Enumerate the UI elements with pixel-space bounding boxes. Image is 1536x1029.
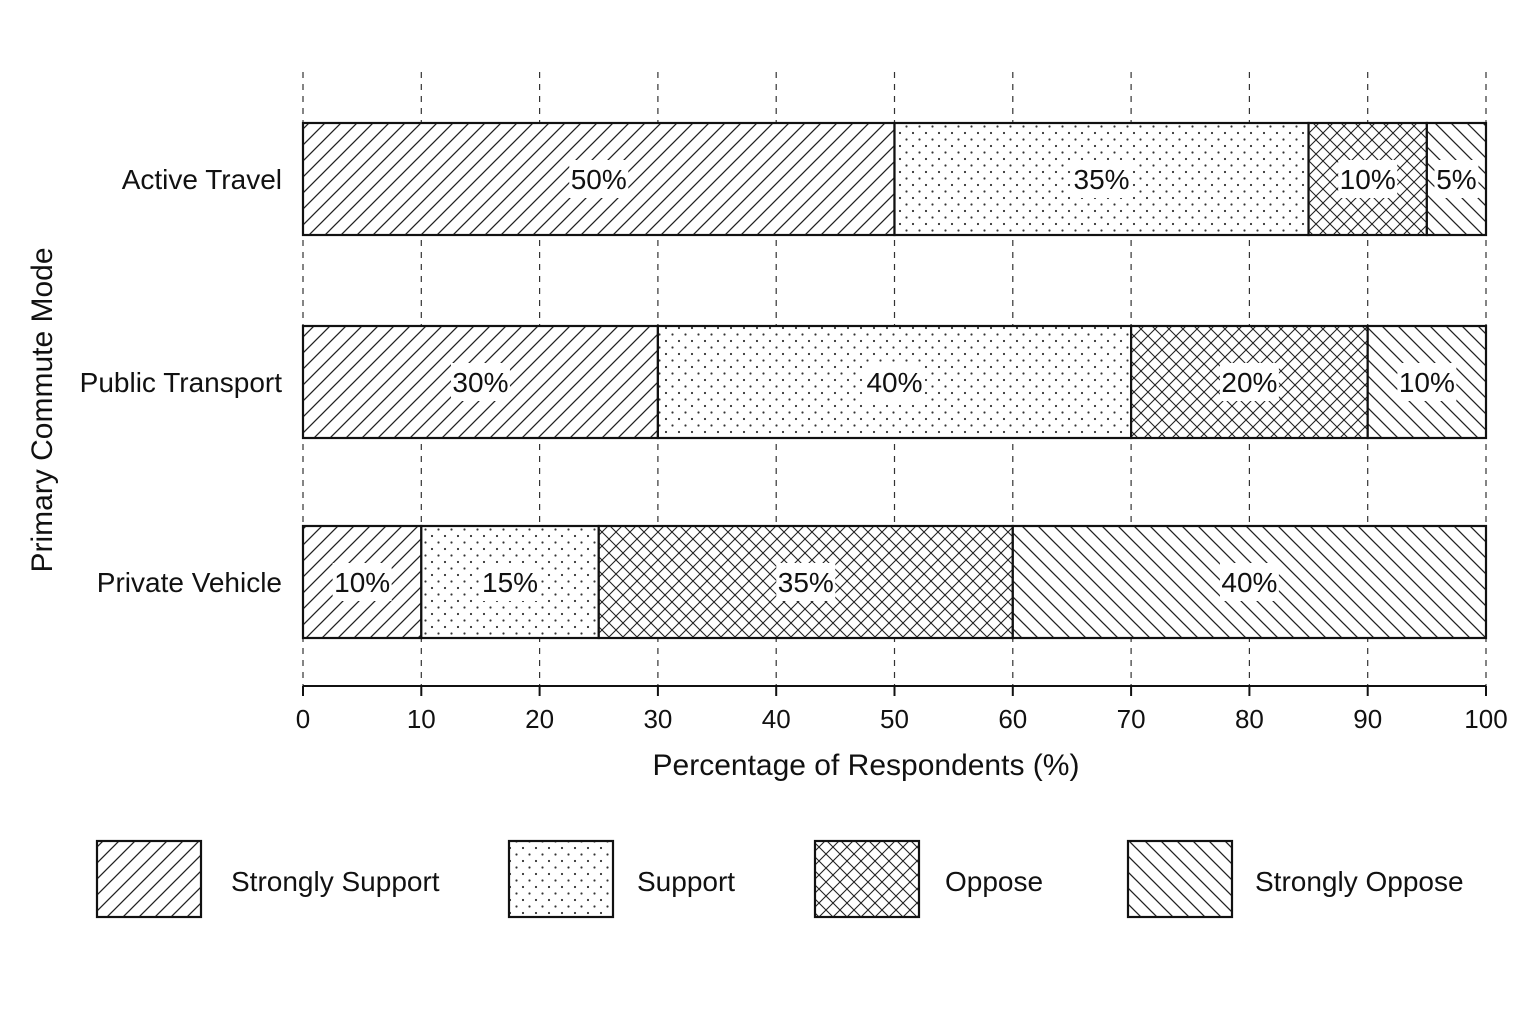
x-tick-label: 50 [880,704,909,734]
data-label: 30% [452,367,508,398]
legend-swatch [1126,839,1234,919]
legend-swatch [507,839,615,919]
legend: Strongly Support Support Oppose Strongly Op… [95,839,1464,919]
data-label: 10% [334,567,390,598]
data-label-bg [865,363,924,401]
data-label: 50% [571,164,627,195]
data-label-bg [1434,160,1479,198]
bar-segment: 20% [1129,324,1369,440]
data-label-bg [1397,363,1457,401]
bar-segment: 15% [420,524,600,640]
data-label: 10% [1399,367,1455,398]
legend-label: Support [637,866,735,897]
legend-item: Strongly Support [95,839,440,919]
data-label: 15% [482,567,538,598]
category-label: Public Transport [80,367,283,398]
legend-item: Support [507,839,735,919]
x-tick-label: 20 [525,704,554,734]
bar-segment-fill [597,524,1014,640]
x-axis-title: Percentage of Respondents (%) [653,749,1080,782]
bar-segment: 10% [1366,324,1488,440]
data-label-bg [1219,363,1279,401]
legend-label: Oppose [945,866,1043,897]
bar-segment: 10% [301,524,423,640]
x-tick-label: 10 [407,704,436,734]
data-label-bg [1219,563,1279,601]
x-tick-label: 0 [296,704,310,734]
x-tick-label: 40 [762,704,791,734]
data-label-bg [450,363,510,401]
y-axis-categories: Active Travel Public Transport Private Veh… [80,164,283,598]
bar-segment: 35% [893,121,1310,237]
legend-label: Strongly Oppose [1255,866,1464,897]
data-label: 35% [778,567,834,598]
x-tick-label: 70 [1117,704,1146,734]
x-tick-label: 90 [1353,704,1382,734]
data-label: 35% [1074,164,1130,195]
bar-segment: 30% [301,324,659,440]
legend-swatch [813,839,921,919]
data-label-bg [1072,160,1132,198]
category-label: Private Vehicle [97,567,282,598]
bar-segment: 40% [656,324,1133,440]
category-label: Active Travel [122,164,282,195]
data-label-bg [1338,160,1398,198]
x-tick-label: 60 [998,704,1027,734]
data-label: 5% [1436,164,1476,195]
legend-item: Oppose [813,839,1043,919]
bars: 50% 35% 10% 5% 30% 40% 20% 10% 10% 15% 35% 40% [301,121,1488,640]
data-label: 20% [1221,367,1277,398]
legend-item: Strongly Oppose [1126,839,1464,919]
data-label-bg [480,563,540,601]
bar-segment: 10% [1307,121,1428,237]
y-axis-title: Primary Commute Mode [26,247,59,572]
x-tick-label: 80 [1235,704,1264,734]
data-label-bg [332,563,392,601]
data-label-bg [776,563,836,601]
data-label: 40% [866,367,922,398]
x-tick-label: 100 [1464,704,1507,734]
x-axis-ticks: 0 10 20 30 40 50 60 70 80 90 100 [296,686,1508,734]
data-label: 10% [1340,164,1396,195]
bar-segment: 50% [301,121,896,237]
legend-label: Strongly Support [231,866,440,897]
data-label-bg [569,160,629,198]
data-label: 40% [1221,567,1277,598]
bar-segment: 35% [597,524,1014,640]
bar-segment: 40% [1011,524,1488,640]
bar-segment: 5% [1425,121,1488,237]
x-tick-label: 30 [643,704,672,734]
legend-swatch [95,839,203,919]
